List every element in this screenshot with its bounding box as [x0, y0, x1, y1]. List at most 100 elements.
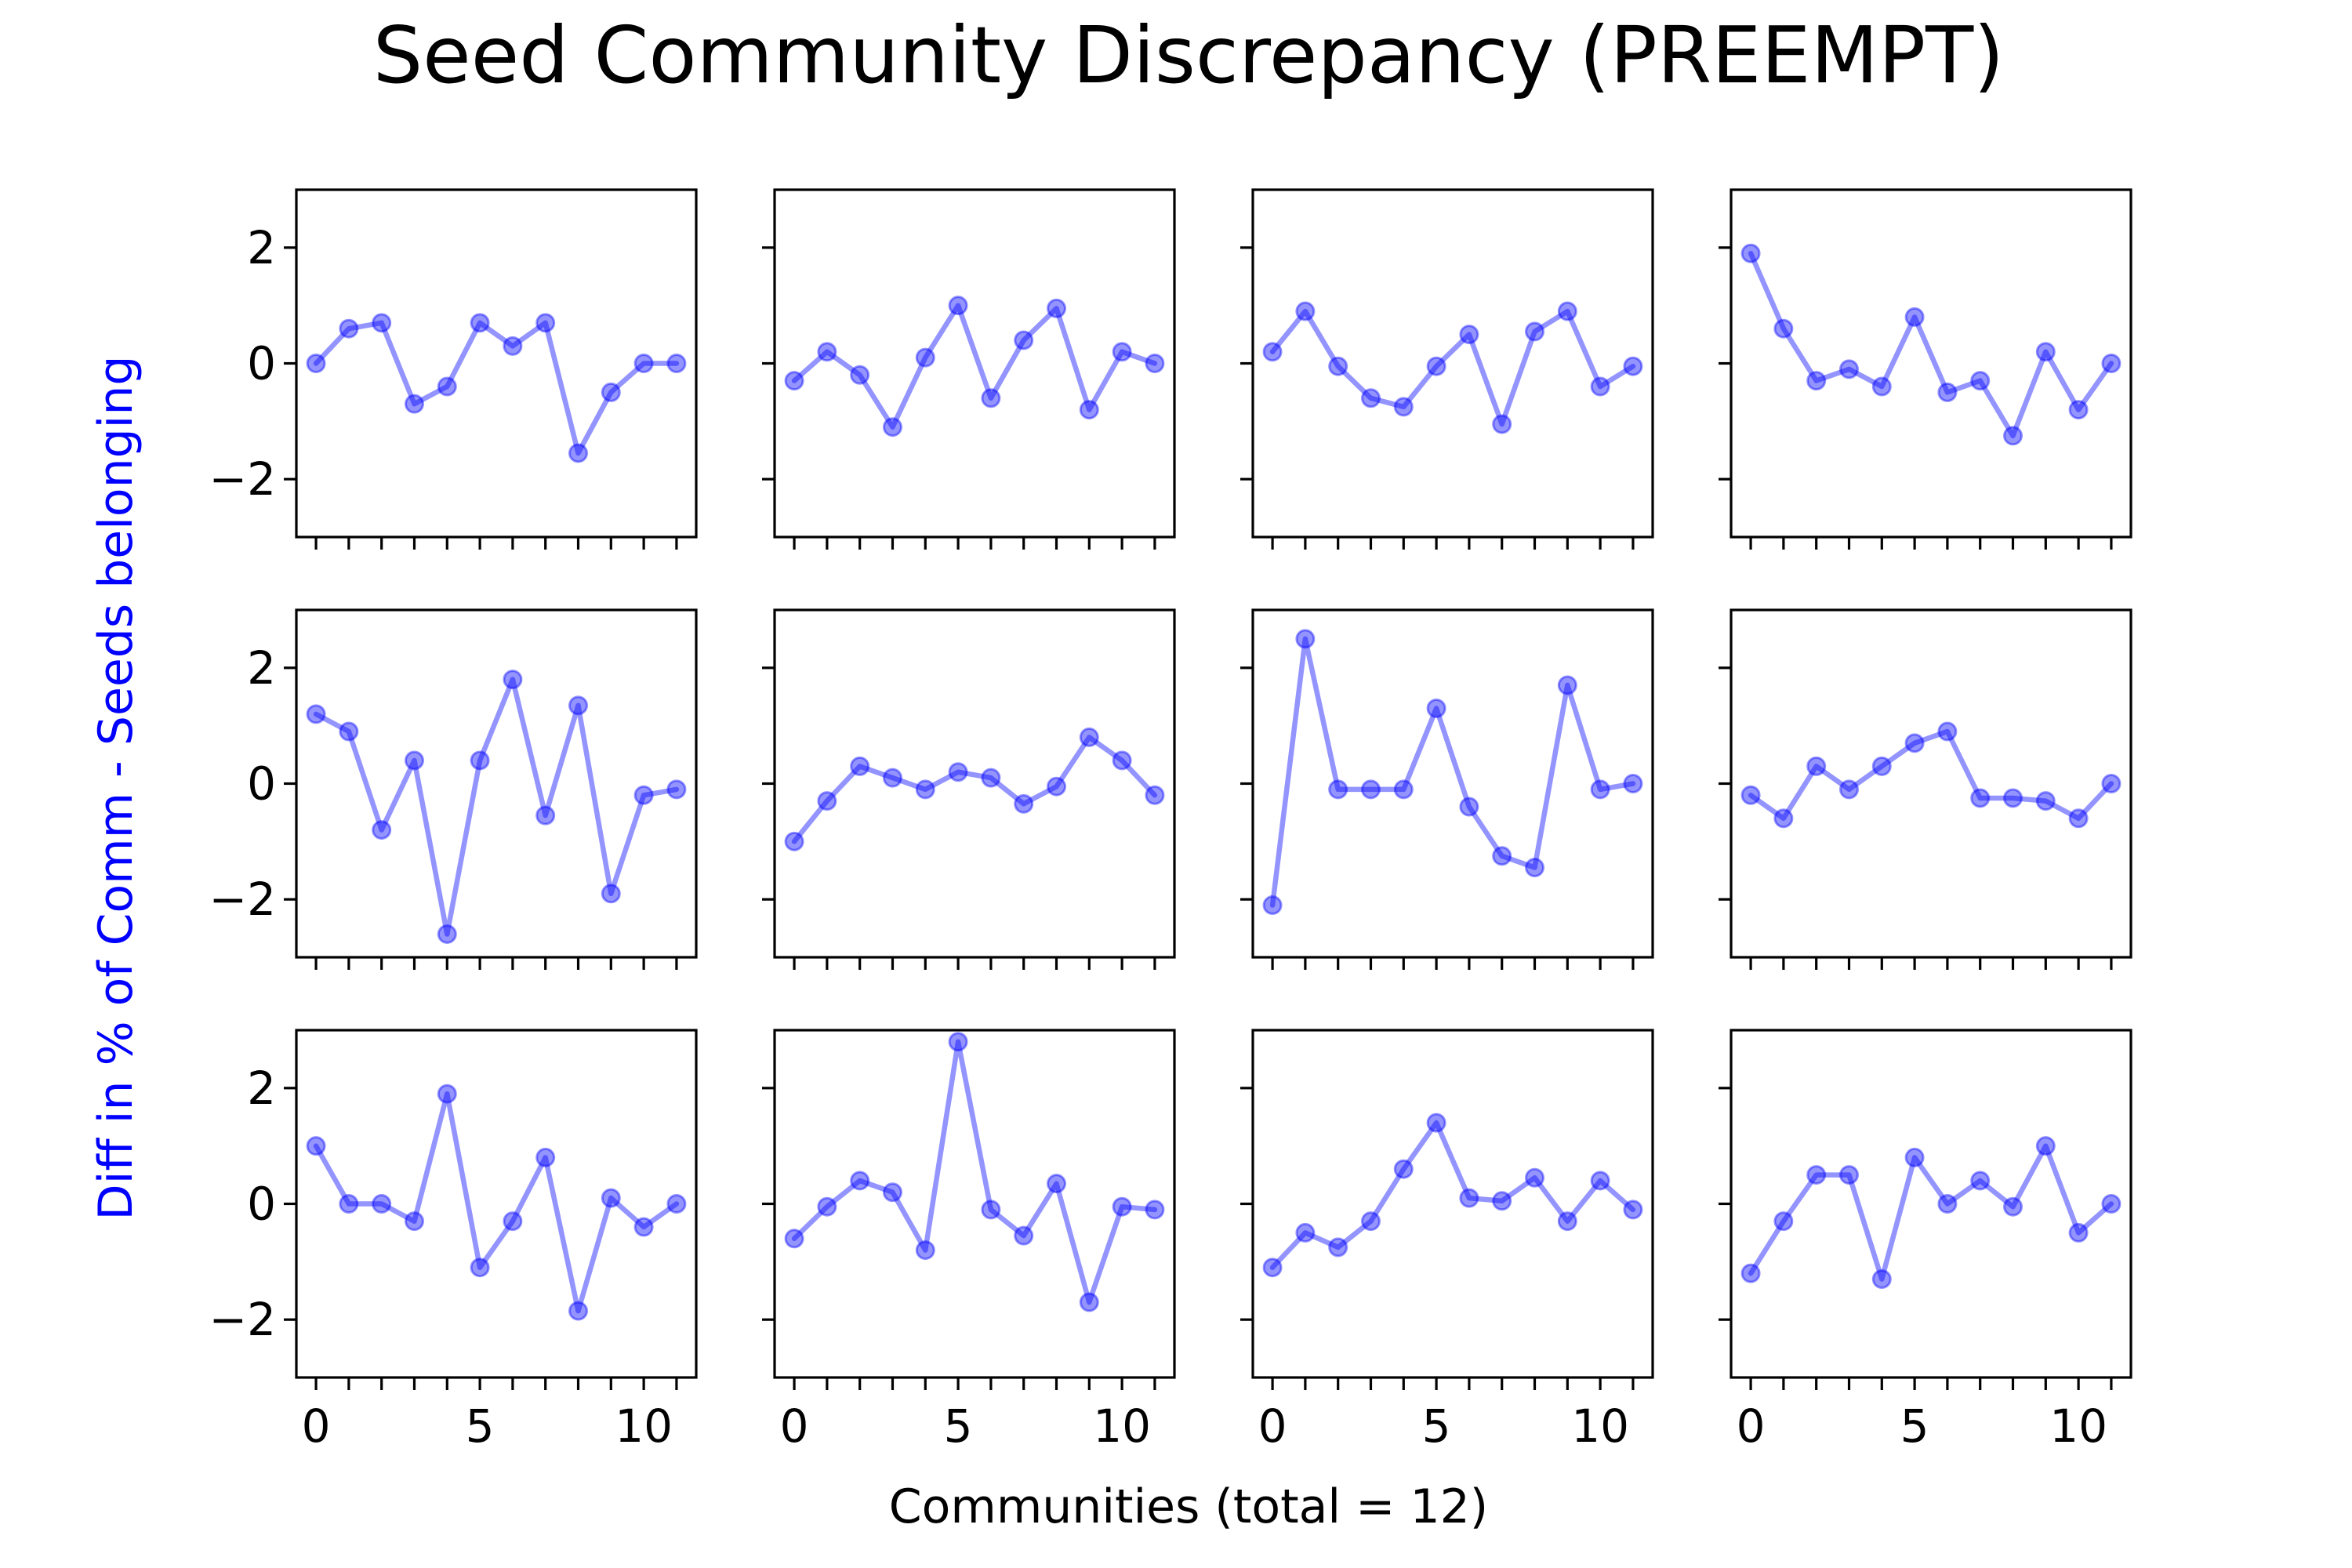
data-point: [2101, 1194, 2122, 1214]
data-point: [1623, 1200, 1643, 1220]
data-point: [1806, 1165, 1827, 1185]
data-point: [817, 1196, 837, 1217]
series-line: [791, 1039, 1158, 1305]
data-point: [2068, 808, 2089, 829]
data-point: [306, 1136, 326, 1156]
data-point: [1970, 1171, 1991, 1191]
data-point: [850, 756, 870, 776]
data-point: [948, 296, 968, 316]
data-point: [666, 779, 687, 800]
data-point: [1014, 330, 1034, 350]
data-point: [1145, 785, 1165, 805]
subplot-12: 0 5 10: [1719, 1029, 2132, 1453]
data-point: [981, 1200, 1001, 1220]
data-point: [1295, 629, 1316, 649]
data-point: [1492, 1191, 1512, 1211]
data-point: [470, 750, 490, 771]
data-point: [1047, 1174, 1067, 1194]
data-point: [437, 1083, 457, 1104]
subplot-4: [1719, 188, 2132, 550]
chart-title: Seed Community Discrepancy (PREEMPT): [373, 9, 2005, 101]
data-point: [503, 670, 523, 690]
data-point: [339, 318, 359, 339]
y-tick-label: 2: [247, 221, 276, 274]
subplot-2: [762, 188, 1176, 550]
data-point: [1806, 371, 1827, 391]
data-point: [372, 313, 392, 333]
data-point: [1047, 776, 1067, 797]
data-point: [1145, 1200, 1165, 1220]
data-point: [1590, 376, 1610, 397]
data-point: [666, 1194, 687, 1214]
data-point: [1079, 400, 1099, 420]
x-tick-label: 5: [1900, 1399, 1929, 1453]
data-point: [1079, 727, 1099, 747]
data-point: [1970, 788, 1991, 808]
subplot-frame: [773, 1029, 1176, 1379]
data-point: [1970, 371, 1991, 391]
data-point: [1014, 1225, 1034, 1246]
x-tick-label: 5: [1422, 1399, 1451, 1453]
subplot-frame: [1251, 188, 1654, 539]
subplot-frame: [773, 188, 1176, 539]
data-point: [633, 1217, 654, 1237]
data-point: [1393, 397, 1414, 417]
subplot-frame: [1730, 1029, 2132, 1379]
x-tick-label: 10: [1571, 1399, 1629, 1453]
data-point: [1459, 1188, 1479, 1208]
data-point: [1112, 750, 1132, 771]
data-point: [2003, 426, 2024, 446]
data-point: [2035, 342, 2056, 362]
subplot-5: −2 0 2: [209, 608, 698, 970]
data-point: [784, 831, 804, 851]
series-line: [1748, 728, 2114, 822]
data-point: [568, 443, 589, 463]
data-point: [1525, 858, 1545, 878]
data-point: [404, 1211, 424, 1232]
x-tick-label: 10: [615, 1399, 673, 1453]
data-point: [601, 884, 621, 904]
data-point: [503, 1211, 523, 1232]
subplot-grid: −2 0 2 −2 0 2 −2 0 2 0 5 10 0 5 10 0 5 10 0 5 10: [209, 188, 2132, 1453]
data-point: [1740, 1263, 1761, 1283]
data-point: [1295, 1222, 1316, 1243]
data-point: [1262, 895, 1283, 916]
data-point: [882, 1182, 902, 1203]
data-point: [981, 768, 1001, 788]
subplot-7: [1240, 608, 1654, 970]
data-point: [1295, 301, 1316, 321]
data-point: [1773, 1211, 1794, 1232]
y-axis-label: Diff in % of Comm - Seeds belonging: [89, 356, 143, 1221]
data-point: [1937, 721, 1958, 742]
data-point: [1492, 414, 1512, 434]
x-axis-label: Communities (total = 12): [889, 1479, 1488, 1534]
data-point: [404, 394, 424, 414]
y-tick-label: −2: [209, 873, 277, 926]
data-point: [882, 768, 902, 788]
data-point: [1773, 808, 1794, 829]
data-point: [1871, 1269, 1892, 1289]
data-point: [1557, 675, 1577, 695]
data-point: [850, 1171, 870, 1191]
data-point: [2101, 354, 2122, 373]
data-point: [1459, 325, 1479, 345]
data-point: [601, 1188, 621, 1208]
data-point: [1328, 779, 1348, 800]
data-point: [306, 354, 326, 373]
data-point: [2068, 1222, 2089, 1243]
x-tick-label: 0: [1737, 1399, 1766, 1453]
subplot-frame: [1730, 608, 2132, 959]
series-line: [1269, 636, 1636, 908]
data-point: [470, 313, 490, 333]
series-line: [791, 735, 1158, 844]
data-point: [1904, 733, 1925, 753]
data-point: [633, 354, 654, 373]
subplot-frame: [1251, 608, 1654, 959]
data-point: [1459, 797, 1479, 817]
data-point: [1623, 356, 1643, 376]
data-point: [1806, 756, 1827, 776]
subplot-frame: [773, 608, 1176, 959]
y-tick-label: 0: [247, 757, 276, 811]
data-point: [1937, 1194, 1958, 1214]
data-point: [1525, 321, 1545, 342]
